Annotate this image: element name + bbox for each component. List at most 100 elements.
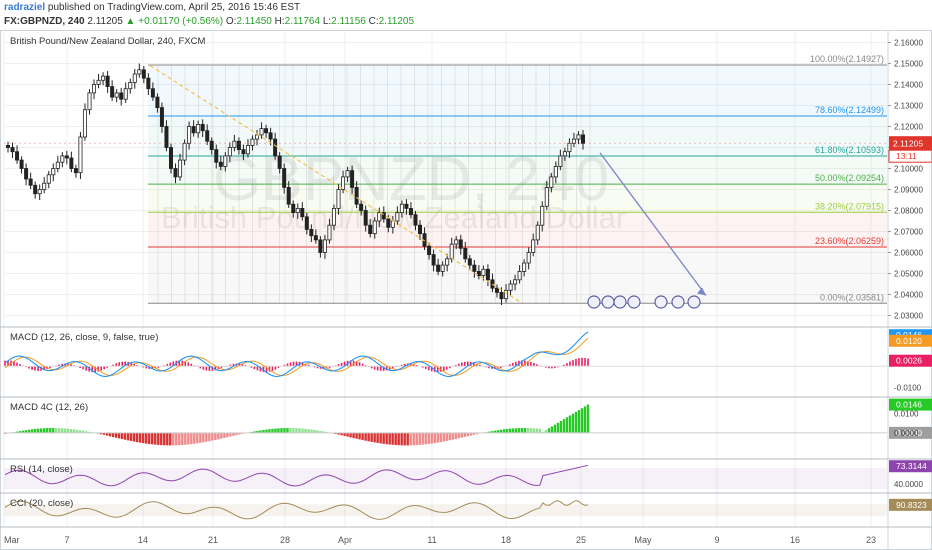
candle-body xyxy=(209,140,214,150)
event-flag-icon xyxy=(671,295,685,309)
candle-body xyxy=(19,159,24,169)
candle-body xyxy=(250,138,255,146)
publish-line: radraziel published on TradingView.com, … xyxy=(4,2,300,13)
candle-body xyxy=(187,126,192,144)
candle-body xyxy=(73,168,78,174)
last-price-label: 2.11205 xyxy=(893,139,923,149)
indicator-value-label: 0.0146 xyxy=(896,400,922,410)
candle-body xyxy=(96,79,101,85)
published-text: published on TradingView.com, April 25, … xyxy=(47,2,301,13)
candle-body xyxy=(363,210,368,226)
candle-body xyxy=(431,254,436,266)
candle-body xyxy=(200,124,205,132)
y-tick-label: 2.09000 xyxy=(894,186,923,195)
fib-level-label: 78.60%(2.12499) xyxy=(815,105,884,115)
candle-body xyxy=(196,124,201,134)
indicator-value-box xyxy=(889,354,932,367)
candle-body xyxy=(445,258,450,266)
candle-body xyxy=(227,147,232,157)
candle-body xyxy=(155,96,160,108)
candle-body xyxy=(291,203,296,213)
candle-body xyxy=(544,186,549,207)
event-flag-icon xyxy=(687,295,701,309)
candle-body xyxy=(33,184,38,195)
candle-body xyxy=(273,138,278,157)
candle-body xyxy=(69,157,74,169)
candle-body xyxy=(467,258,472,266)
candle-body xyxy=(513,279,518,285)
y-tick-label: 2.10000 xyxy=(894,165,923,174)
candle-body xyxy=(418,224,423,234)
candle-body xyxy=(168,147,173,169)
fib-level-label: 61.80%(2.10593) xyxy=(815,145,884,155)
candle-body xyxy=(191,126,196,134)
candle-body xyxy=(92,84,97,94)
x-tick-label: 18 xyxy=(501,535,511,545)
candle-body xyxy=(368,224,373,234)
candle-body xyxy=(241,149,246,155)
candle-body xyxy=(567,142,572,153)
watermark-name: British Pound/New Zealand Dollar xyxy=(161,200,626,235)
candle-body xyxy=(350,170,355,188)
candle-body xyxy=(128,82,133,90)
cci-line xyxy=(4,500,589,520)
candle-body xyxy=(531,239,536,253)
ohlc-line: FX:GBPNZD, 240 2.11205 ▲ +0.01170 (+0.56… xyxy=(4,16,414,27)
event-flag-icon xyxy=(613,295,627,309)
candle-body xyxy=(309,228,314,237)
axes: Mar 7 14 21 28 Apr 11 18 25 May 9 16 23 2.16000 2.1500… xyxy=(0,30,932,550)
drawings xyxy=(149,65,707,309)
candle-body xyxy=(341,176,346,190)
candle-body xyxy=(549,176,554,188)
close-value: 2.11205 xyxy=(378,16,415,27)
candle-body xyxy=(436,264,441,272)
y-tick-label: 2.14000 xyxy=(894,81,923,90)
candle-body xyxy=(508,283,513,291)
candle-body xyxy=(173,168,178,178)
candle-body xyxy=(205,130,210,142)
countdown-box xyxy=(888,149,932,163)
candle-body xyxy=(395,212,400,222)
event-flag-icon xyxy=(627,295,641,309)
candle-body xyxy=(408,207,413,216)
candle-body xyxy=(427,245,432,255)
candle-body xyxy=(581,134,586,144)
candle-body xyxy=(472,264,477,272)
candle-body xyxy=(218,161,223,167)
indicator-title: CCI (20, close) xyxy=(10,498,73,509)
candle-body xyxy=(46,174,51,184)
indicator-tick-label: 40.0000 xyxy=(894,480,923,489)
candle-body xyxy=(381,212,386,220)
indicator-title: MACD (12, 26, close, 9, false, true) xyxy=(10,332,158,343)
candle-body xyxy=(463,247,468,260)
event-flag-icon xyxy=(601,295,615,309)
candle-body xyxy=(481,268,486,276)
indicator-title: RSI (14, close) xyxy=(10,464,73,475)
candle-body xyxy=(576,134,581,140)
candle-body xyxy=(223,155,228,167)
macd-line xyxy=(4,331,589,377)
candle-body xyxy=(232,140,237,148)
high-label: H: xyxy=(274,16,285,27)
open-value: 2.11450 xyxy=(236,16,272,27)
candle-body xyxy=(345,170,350,178)
candle-body xyxy=(236,140,241,150)
rsi-line xyxy=(4,464,589,487)
y-tick-label: 2.08000 xyxy=(894,207,923,216)
candle-body xyxy=(413,214,418,226)
cci-band xyxy=(4,504,887,517)
countdown-label: 13:11 xyxy=(896,151,917,161)
indicators xyxy=(3,331,887,520)
indicator-value-box xyxy=(889,334,932,347)
candle-body xyxy=(51,168,56,176)
candle-body xyxy=(331,207,336,226)
y-tick-label: 2.05000 xyxy=(894,270,923,279)
candle-body xyxy=(42,182,47,190)
event-flag-icon xyxy=(654,295,668,309)
author-link[interactable]: radraziel xyxy=(4,2,46,13)
candle-body xyxy=(137,69,142,75)
close-label: C: xyxy=(368,16,379,27)
fib-zone xyxy=(148,212,887,248)
candle-body xyxy=(55,161,60,169)
